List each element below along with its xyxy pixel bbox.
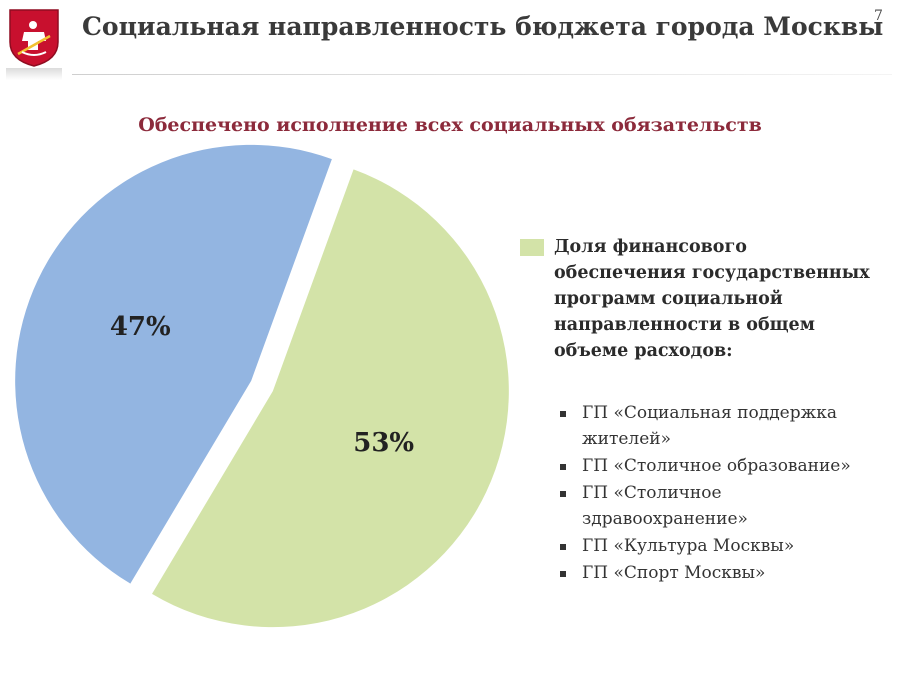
bullet-marker	[560, 544, 566, 550]
legend-label: Доля финансового обеспечения государстве…	[554, 237, 870, 361]
program-list-item: ГП «Социальная поддержка жителей»	[520, 400, 892, 452]
page-title: Социальная направленность бюджета города…	[82, 12, 884, 41]
bullet-marker	[560, 491, 566, 497]
legend-swatch	[520, 239, 544, 256]
program-list-item: ГП «Столичное образование»	[520, 453, 892, 479]
program-label: ГП «Столичное образование»	[582, 456, 851, 476]
pie-slice-label: 53%	[353, 428, 414, 458]
bullet-marker	[560, 411, 566, 417]
program-label: ГП «Социальная поддержка жителей»	[582, 403, 838, 449]
header-divider	[72, 74, 892, 75]
chart-subtitle: Обеспечено исполнение всех социальных об…	[138, 114, 762, 136]
program-label: ГП «Культура Москвы»	[582, 536, 795, 556]
program-label: ГП «Спорт Москвы»	[582, 563, 766, 583]
program-label: ГП «Столичное здравоохранение»	[582, 483, 748, 529]
legend: Доля финансового обеспечения государстве…	[520, 234, 892, 587]
moscow-coat-of-arms-icon	[9, 9, 59, 67]
bullet-marker	[560, 464, 566, 470]
program-list-item: ГП «Спорт Москвы»	[520, 560, 892, 586]
pie-slice	[15, 144, 332, 584]
bullet-marker	[560, 571, 566, 577]
program-list-item: ГП «Столичное здравоохранение»	[520, 480, 892, 532]
program-list: ГП «Социальная поддержка жителей» ГП «Сто…	[520, 400, 892, 586]
pie-chart: 53% 47%	[15, 144, 509, 628]
program-list-item: ГП «Культура Москвы»	[520, 533, 892, 559]
logo-shadow	[6, 68, 62, 80]
pie-slice-label: 47%	[110, 312, 171, 342]
page-number: 7	[874, 8, 883, 24]
pie-slice	[151, 169, 509, 628]
